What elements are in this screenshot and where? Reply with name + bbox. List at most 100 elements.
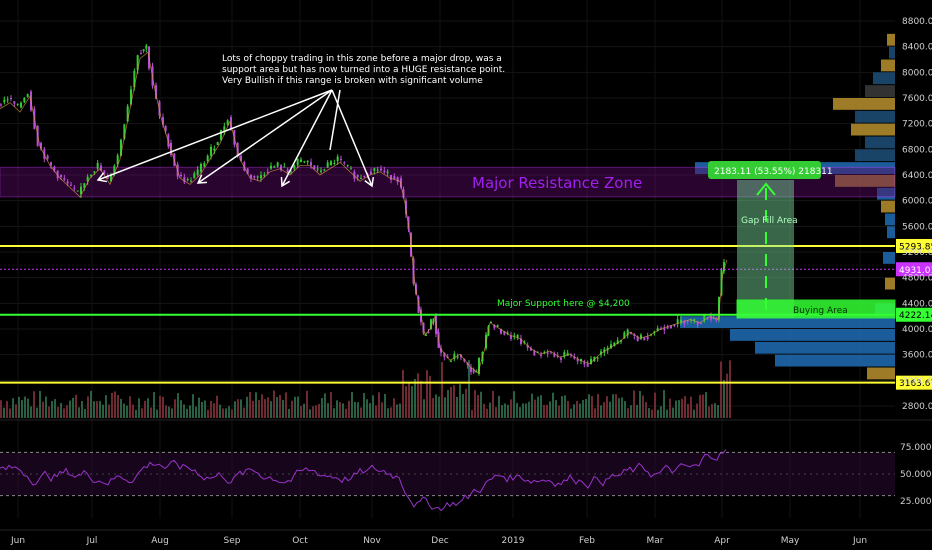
price-tick-label: 3600.00 <box>902 351 932 361</box>
volume-bar <box>333 408 335 418</box>
gap-fill-badge <box>708 161 821 179</box>
volume-bar <box>327 403 329 418</box>
support-label: Major Support here @ $4,200 <box>497 299 630 309</box>
volume-bar <box>99 400 101 418</box>
volume-profile-bar <box>867 367 895 380</box>
volume-bar <box>435 394 437 418</box>
volume-bar <box>549 401 551 418</box>
volume-bar <box>141 408 143 418</box>
volume-profile-bar <box>885 213 895 226</box>
volume-profile-bar <box>889 46 895 59</box>
volume-bar <box>687 403 689 418</box>
volume-bar <box>714 403 716 418</box>
candle-body <box>53 166 56 171</box>
volume-bar <box>162 396 164 418</box>
candle-body <box>263 174 266 176</box>
volume-bar <box>210 400 212 418</box>
volume-profile-bar <box>680 316 895 328</box>
volume-bar <box>639 391 641 418</box>
candle-body <box>155 85 157 99</box>
volume-bar <box>27 398 29 418</box>
volume-bar <box>684 396 686 418</box>
volume-profile-bar <box>865 85 895 97</box>
level-price-tag <box>896 238 932 253</box>
candle-body <box>116 155 119 165</box>
volume-bar <box>306 390 308 418</box>
candle-body <box>566 352 569 356</box>
candle-body <box>93 171 96 173</box>
volume-bar <box>354 401 356 418</box>
volume-bar <box>663 390 665 418</box>
volume-bar <box>555 400 557 418</box>
candle-body <box>216 142 219 146</box>
volume-bar <box>45 396 47 418</box>
time-tick-label: Jun <box>852 536 867 546</box>
volume-bar <box>252 400 254 418</box>
note-arrows <box>96 89 375 188</box>
volume-bar <box>558 405 560 418</box>
volume-bar <box>606 396 608 418</box>
volume-bar <box>729 360 731 418</box>
resistance-zone-label: Major Resistance Zone <box>472 174 642 192</box>
candle-body <box>106 176 109 179</box>
candle-body <box>323 169 326 171</box>
volume-bar <box>309 409 311 418</box>
volume-bar <box>540 395 542 418</box>
level-price-tag <box>896 307 932 322</box>
volume-bar <box>726 373 728 418</box>
volume-bar <box>465 388 467 418</box>
candle-body <box>723 262 725 272</box>
volume-bars <box>0 360 731 418</box>
volume-bar <box>303 403 305 418</box>
volume-bar <box>636 405 638 418</box>
volume-bar <box>723 379 725 418</box>
volume-bar <box>132 404 134 418</box>
candle-body <box>320 170 322 172</box>
volume-bar <box>471 409 473 418</box>
candle-body <box>493 324 496 329</box>
candle-body <box>560 357 562 360</box>
candle-body <box>680 319 682 323</box>
volume-profile-bar <box>833 98 895 110</box>
volume-bar <box>486 408 488 418</box>
candle-body <box>583 362 586 365</box>
candle-body <box>70 184 72 186</box>
volume-bar <box>168 406 170 418</box>
candle-body <box>623 332 626 339</box>
price-series <box>0 43 728 376</box>
candle-body <box>0 104 2 106</box>
volume-bar <box>216 395 218 418</box>
price-tick-label: 6800.00 <box>902 145 932 155</box>
candle-body <box>246 168 249 175</box>
volume-bar <box>231 409 233 418</box>
rsi-line <box>0 449 727 512</box>
candle-body <box>563 352 566 357</box>
candle-body <box>683 321 686 325</box>
volume-bar <box>387 408 389 418</box>
volume-bar <box>96 401 98 418</box>
grid-lines <box>0 0 895 518</box>
volume-bar <box>456 396 458 418</box>
volume-profile-bar <box>887 33 895 46</box>
time-tick-label: Mar <box>647 536 664 546</box>
volume-bar <box>261 394 263 418</box>
volume-bar <box>90 390 92 418</box>
price-tick-label: 5200.00 <box>902 248 932 258</box>
volume-bar <box>60 402 62 418</box>
volume-bar <box>570 408 572 418</box>
volume-bar <box>675 400 677 418</box>
volume-bar <box>438 396 440 418</box>
candle-body <box>610 344 612 349</box>
volume-profile-bar <box>881 59 895 72</box>
candle-body <box>553 353 556 357</box>
note-arrowhead <box>364 176 375 188</box>
candle-body <box>356 175 359 178</box>
candle-body <box>390 175 392 180</box>
volume-bar <box>393 398 395 418</box>
price-tick-label: 6400.00 <box>902 171 932 181</box>
candle-body <box>326 162 329 168</box>
note-arrowhead <box>280 176 291 188</box>
volume-bar <box>693 409 695 418</box>
volume-bar <box>15 404 17 418</box>
